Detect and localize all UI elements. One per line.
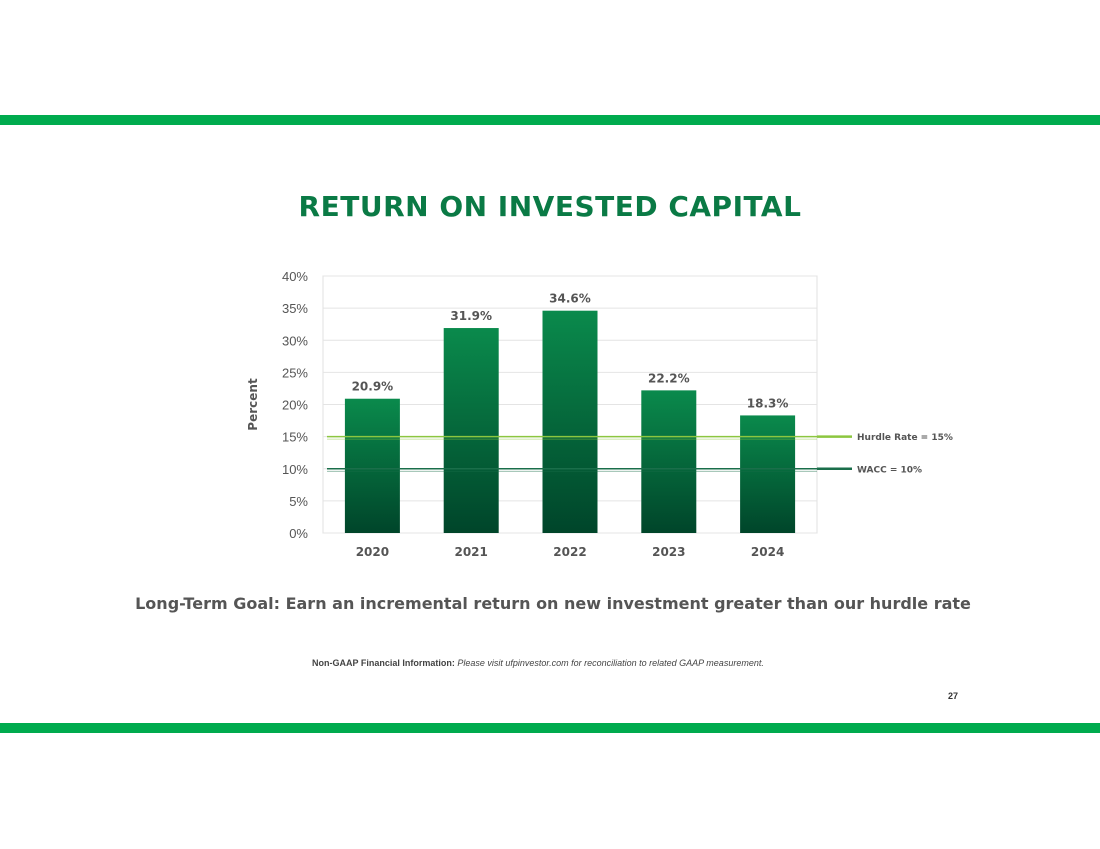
page-number: 27: [948, 691, 959, 701]
bar-2020: [344, 398, 400, 533]
y-tick-label: 5%: [289, 494, 308, 509]
top-accent-band: [0, 115, 1100, 125]
bar-value-label: 18.3%: [747, 396, 789, 410]
bar-2023: [641, 390, 697, 533]
chart-labels: 0% 5% 10% 15% 20% 25% 30% 35% 40% Percent 20.9% 202…: [246, 269, 953, 559]
roic-bar-chart: 0% 5% 10% 15% 20% 25% 30% 35% 40% Percent 20.9% 202…: [246, 269, 953, 559]
disclaimer-lead: Non-GAAP Financial Information:: [312, 658, 455, 668]
bar-2022: [542, 310, 598, 533]
bar-value-label: 31.9%: [450, 309, 492, 323]
x-tick-label: 2021: [454, 545, 487, 559]
reference-line-label: Hurdle Rate = 15%: [857, 433, 953, 443]
y-tick-label: 0%: [289, 526, 308, 541]
bottom-accent-band: [0, 723, 1100, 733]
x-tick-label: 2022: [553, 545, 586, 559]
x-tick-label: 2024: [751, 545, 784, 559]
bar-value-label: 20.9%: [352, 380, 394, 394]
x-tick-label: 2020: [356, 545, 389, 559]
slide-title: RETURN ON INVESTED CAPITAL: [298, 190, 802, 223]
y-tick-label: 35%: [282, 301, 308, 316]
non-gaap-disclaimer: Non-GAAP Financial Information: Please v…: [312, 658, 764, 668]
reference-line-label: WACC = 10%: [857, 465, 922, 475]
disclaimer-body: Please visit ufpinvestor.com for reconci…: [457, 658, 764, 668]
y-tick-label: 20%: [282, 398, 308, 413]
chart-bars: [344, 310, 796, 533]
bar-value-label: 22.2%: [648, 371, 690, 385]
y-tick-label: 30%: [282, 333, 308, 348]
y-tick-label: 40%: [282, 269, 308, 284]
y-tick-label: 10%: [282, 462, 308, 477]
chart-reference-lines: [327, 435, 852, 472]
y-axis-label: Percent: [246, 378, 260, 431]
bar-value-label: 34.6%: [549, 292, 591, 306]
y-tick-label: 15%: [282, 430, 308, 445]
x-tick-label: 2023: [652, 545, 685, 559]
bar-2024: [740, 415, 796, 533]
y-tick-label: 25%: [282, 365, 308, 380]
long-term-goal: Long-Term Goal: Earn an incremental retu…: [135, 594, 971, 613]
bar-2021: [443, 328, 499, 533]
